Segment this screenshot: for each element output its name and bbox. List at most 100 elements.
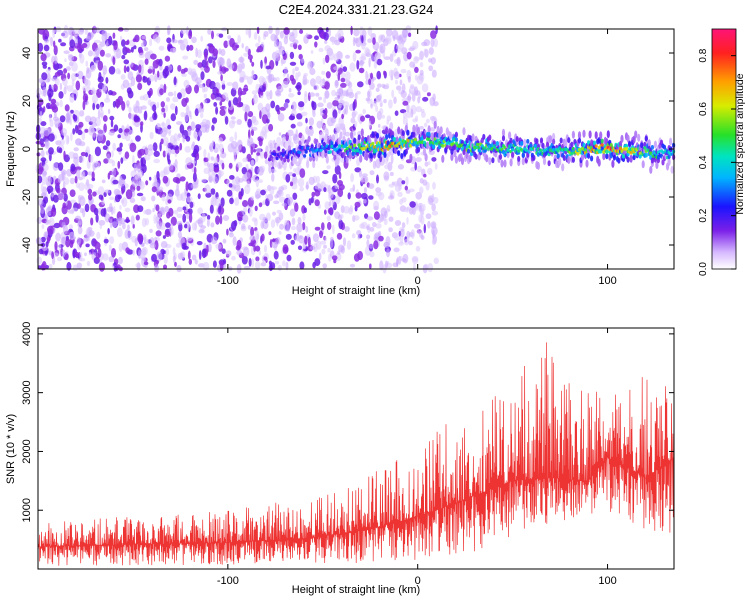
spectrogram-noise-blob: [167, 91, 174, 97]
spectrogram-x-axis-label: Height of straight line (km): [292, 285, 420, 297]
spectrogram-noise-blob: [299, 261, 305, 270]
spectrogram-noise-blob: [385, 34, 392, 45]
spectrogram-ridge-cell: [552, 138, 556, 145]
spectrogram-noise-blob: [123, 59, 130, 65]
spectrogram-noise-blob: [177, 252, 184, 260]
spectrogram-noise-blob: [45, 241, 49, 248]
spectrogram-noise-blob: [188, 30, 193, 40]
spectrogram-noise-blob: [417, 96, 421, 104]
spectrogram-ridge-cell: [301, 134, 305, 143]
spectrogram-noise-blob: [296, 121, 303, 127]
spectrogram-noise-blob: [154, 73, 158, 83]
spectrogram-noise-blob: [41, 175, 48, 185]
spectrogram-ridge-cell: [398, 137, 402, 143]
spectrogram-ridge-cell: [541, 142, 545, 149]
spectrogram-noise-blob: [260, 59, 263, 69]
spectrogram-noise-blob: [334, 96, 340, 102]
spectrogram-noise-blob: [261, 233, 265, 242]
spectrogram-noise-blob: [149, 242, 156, 249]
spectrogram-ridge-cell: [562, 155, 566, 161]
spectrogram-ridge-cell: [385, 126, 389, 135]
spectrogram-noise-blob: [368, 57, 371, 68]
spectrogram-noise-blob: [143, 261, 149, 266]
spectrogram-ridge-cell: [337, 136, 342, 145]
spectrogram-noise-blob: [49, 119, 54, 128]
spectrogram-ridge-cell: [404, 148, 408, 155]
spectrogram-noise-blob: [358, 67, 365, 74]
spectrogram-ridge-cell: [328, 150, 332, 154]
spectrogram-noise-blob: [90, 116, 97, 124]
spectrogram-noise-blob: [135, 214, 140, 221]
spectrogram-ridge-cell: [643, 141, 647, 148]
spectrogram-noise-blob: [102, 87, 108, 91]
spectrogram-noise-blob: [324, 89, 330, 99]
spectrogram-noise-blob: [55, 140, 62, 146]
spectrogram-noise-blob: [162, 150, 166, 158]
spectrogram-noise-blob: [176, 121, 183, 126]
spectrogram-noise-blob: [402, 100, 409, 106]
spectrogram-noise-blob: [45, 102, 52, 110]
spectrogram-noise-blob: [353, 215, 360, 221]
spectrogram-noise-blob: [153, 34, 159, 42]
spectrogram-noise-blob: [359, 26, 364, 36]
spectrogram-noise-blob: [338, 171, 342, 180]
spectrogram-noise-blob: [113, 188, 121, 196]
spectrogram-noise-blob: [389, 122, 394, 131]
spectrogram-noise-blob: [380, 34, 386, 43]
spectrogram-noise-blob: [353, 120, 358, 128]
spectrogram-ridge-cell: [626, 134, 630, 143]
spectrogram-noise-blob: [108, 90, 113, 96]
snr-y-ticks: 1000 2000 3000 4000: [21, 322, 674, 522]
spectrogram-noise-blob: [147, 144, 154, 151]
spectrogram-noise-blob: [330, 117, 337, 124]
spectrogram-noise-blob: [309, 67, 316, 76]
spectrogram-noise-blob: [149, 131, 154, 140]
spectrogram-noise-blob: [255, 260, 261, 270]
spectrogram-ridge-cell: [561, 163, 565, 172]
spectrogram-noise-blob: [326, 165, 331, 170]
spectrogram-noise-blob: [297, 91, 301, 96]
spectrogram-noise-blob: [253, 245, 257, 252]
spectrogram-noise-blob: [72, 207, 78, 212]
spectrogram-noise-blob: [192, 172, 197, 183]
spectrogram-noise-blob: [210, 222, 215, 228]
spectrogram-noise-blob: [409, 201, 416, 208]
spectrogram-noise-blob: [55, 78, 60, 86]
spectrogram-noise-blob: [238, 56, 245, 63]
spectrogram-noise-blob: [236, 102, 243, 108]
spectrogram-noise-blob: [203, 148, 207, 158]
spectrogram-noise-blob: [398, 42, 405, 50]
spectrogram-noise-blob: [60, 169, 67, 176]
spectrogram-ridge-cell: [626, 156, 630, 163]
spectrogram-noise-blob: [98, 262, 105, 272]
spectrogram-ridge-cell: [359, 149, 363, 155]
spectrogram-noise-blob: [292, 173, 296, 178]
spectrogram-ridge-cell: [641, 160, 645, 169]
spectrogram-noise-blob: [342, 237, 347, 247]
spectrogram-noise-blob: [211, 140, 215, 147]
spectrogram-noise-blob: [143, 47, 149, 52]
spectrogram-noise-blob: [353, 28, 360, 37]
spectrogram-noise-blob: [112, 32, 116, 39]
spectrogram-noise-blob: [421, 83, 429, 93]
spectrogram-noise-blob: [210, 188, 216, 195]
spectrogram-noise-blob: [156, 101, 160, 109]
spectrogram-noise-blob: [69, 231, 75, 241]
spectrogram-noise-blob: [180, 68, 186, 75]
spectrogram-ridge-cell: [526, 139, 530, 144]
spectrogram-noise-blob: [356, 90, 361, 95]
spectrogram-noise-blob: [161, 121, 165, 132]
spectrogram-noise-blob: [144, 153, 151, 161]
spectrogram-noise-blob: [43, 163, 49, 172]
spectrogram-noise-blob: [68, 54, 75, 62]
spectrogram-noise-blob: [79, 53, 85, 64]
spectrogram-noise-blob: [302, 245, 307, 250]
spectrogram-noise-blob: [41, 242, 46, 248]
spectrogram-ridge-cell: [422, 133, 427, 140]
spectrogram-noise-blob: [360, 115, 365, 122]
spectrogram-noise-blob: [108, 256, 115, 263]
spectrogram-noise-blob: [77, 226, 83, 235]
spectrogram-ridge-cell: [454, 155, 458, 164]
snr-series-layer: [37, 342, 675, 566]
spectrogram-ridge-cell: [617, 157, 621, 164]
